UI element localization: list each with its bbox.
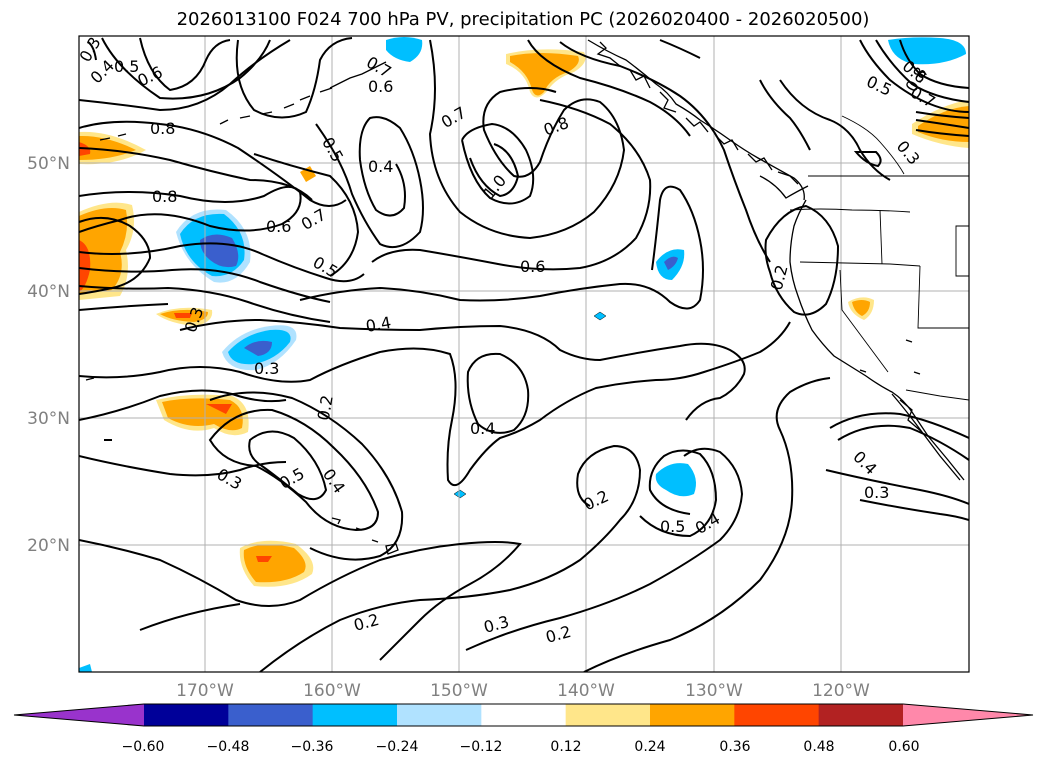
colorbar-segment xyxy=(312,704,398,726)
colorbar-segment xyxy=(397,704,482,726)
longitude-labels: 170°W 160°W 150°W 140°W 130°W 120°W xyxy=(176,681,870,701)
map-frame xyxy=(78,35,970,673)
lat-label: 20°N xyxy=(27,536,70,556)
colorbar-segment xyxy=(565,704,651,726)
contour-label: 0.2 xyxy=(314,394,337,422)
contour-label: 0.6 xyxy=(266,217,291,236)
contour-label: 0.6 xyxy=(520,257,545,276)
lon-label: 170°W xyxy=(176,681,234,701)
contour-label: 0.6 xyxy=(368,77,393,96)
contour-label: 0.4 xyxy=(470,419,495,438)
lon-label: 150°W xyxy=(430,681,488,701)
colorbar xyxy=(13,703,1034,727)
lon-label: 140°W xyxy=(557,681,615,701)
lon-label: 130°W xyxy=(685,681,743,701)
colorbar-tick-label: −0.36 xyxy=(291,739,334,755)
map-title: 2026013100 F024 700 hPa PV, precipitatio… xyxy=(177,9,870,30)
colorbar-tick-label: −0.48 xyxy=(207,739,250,755)
latitude-labels: 50°N 40°N 30°N 20°N xyxy=(27,154,70,556)
contour-label: 0.5 xyxy=(114,57,139,76)
colorbar-segment xyxy=(650,704,735,726)
contour-label: 0.4 xyxy=(368,157,393,176)
colorbar-tick-label: −0.24 xyxy=(376,739,419,755)
pv-contours xyxy=(79,37,969,672)
map-plot-area: 0.3 0.4 0.5 0.6 0.8 0.8 0.6 0.7 0.5 0.5 … xyxy=(79,36,969,672)
colorbar-extend-max xyxy=(903,704,1033,726)
contour-label: 0.4 xyxy=(364,313,392,336)
coastlines xyxy=(85,39,965,555)
colorbar-segment xyxy=(228,704,314,726)
contour-label: 0.8 xyxy=(152,187,177,206)
contour-label: 0.8 xyxy=(150,119,175,138)
colorbar-outline xyxy=(13,703,1034,727)
political-borders xyxy=(789,115,969,401)
colorbar-extend-min xyxy=(14,704,144,726)
map-graticule xyxy=(79,36,969,672)
colorbar-segment xyxy=(144,704,229,726)
colorbar-tick-label: 0.36 xyxy=(719,739,750,755)
colorbar-segment xyxy=(818,704,904,726)
lat-label: 30°N xyxy=(27,409,70,429)
lon-label: 160°W xyxy=(303,681,361,701)
colorbar-tick-label: −0.60 xyxy=(122,739,165,755)
colorbar-tick-labels: −0.60 −0.48 −0.36 −0.24 −0.12 0.12 0.24 … xyxy=(122,739,920,755)
contour-label: 0.5 xyxy=(660,517,685,536)
colorbar-tick-label: 0.60 xyxy=(888,739,919,755)
contour-label: 0.3 xyxy=(254,359,279,378)
contour-label: 0.3 xyxy=(864,483,889,502)
colorbar-tick-label: 0.48 xyxy=(803,739,834,755)
lat-label: 40°N xyxy=(27,282,70,302)
colorbar-tick-label: 0.24 xyxy=(634,739,665,755)
lon-label: 120°W xyxy=(812,681,870,701)
colorbar-tick-label: 0.12 xyxy=(550,739,581,755)
colorbar-segment xyxy=(481,704,567,726)
lat-label: 50°N xyxy=(27,154,70,174)
colorbar-segment xyxy=(734,704,820,726)
colorbar-tick-label: −0.12 xyxy=(460,739,503,755)
